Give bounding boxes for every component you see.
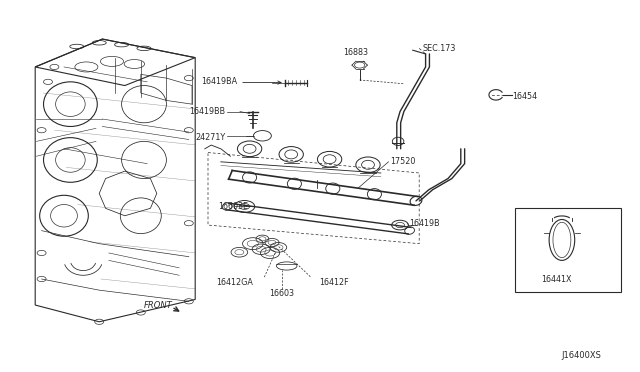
- Text: SEC.173: SEC.173: [422, 44, 456, 53]
- Text: 16419BB: 16419BB: [189, 107, 225, 116]
- Text: FRONT: FRONT: [144, 301, 173, 310]
- Text: 16454: 16454: [512, 92, 537, 101]
- Text: 16603E: 16603E: [218, 202, 248, 211]
- Text: 16441X: 16441X: [541, 275, 572, 283]
- Text: 16603: 16603: [269, 289, 294, 298]
- Text: 16412F: 16412F: [319, 278, 348, 287]
- Text: 17520: 17520: [390, 157, 416, 166]
- Text: 16412GA: 16412GA: [216, 278, 253, 287]
- Text: 16419BA: 16419BA: [201, 77, 237, 86]
- Text: J16400XS: J16400XS: [562, 351, 602, 360]
- Text: 24271Y: 24271Y: [195, 133, 225, 142]
- Text: 16419B: 16419B: [410, 219, 440, 228]
- Text: 16883: 16883: [342, 48, 368, 57]
- Bar: [515, 208, 621, 292]
